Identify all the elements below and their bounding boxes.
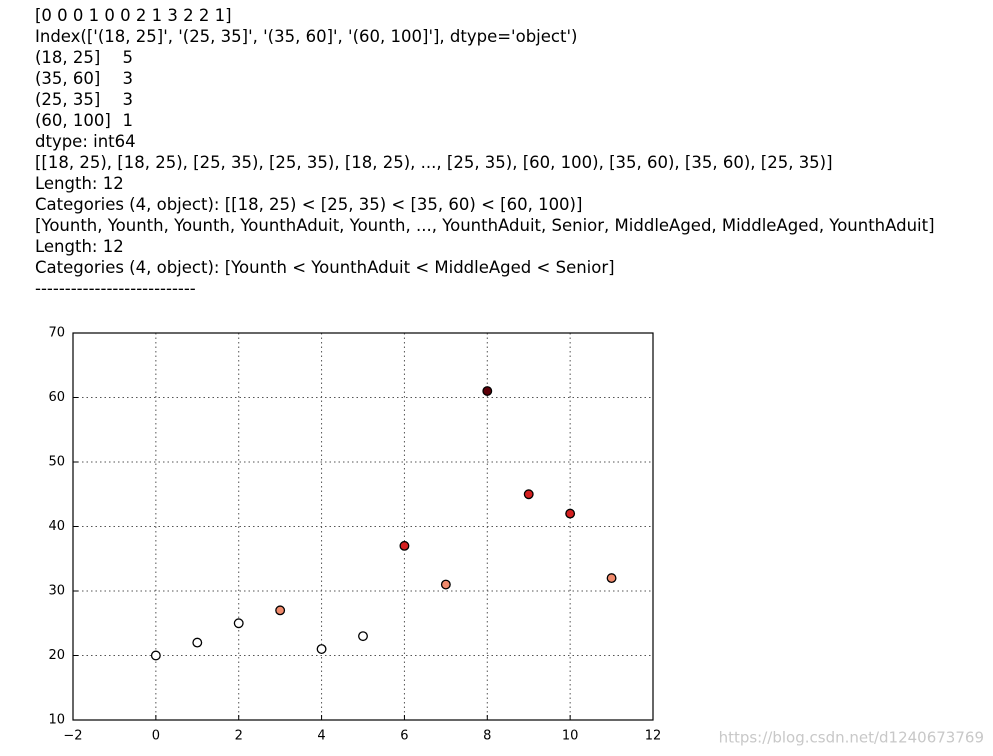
watermark: https://blog.csdn.net/d1240673769 [719,729,984,747]
point [482,386,493,397]
y-tick-label: 50 [48,455,65,470]
y-tick-label: 30 [48,584,65,599]
plot-frame [72,332,654,721]
console-text: Length: 12 [35,237,124,256]
console-text: Length: 12 [35,174,124,193]
point [358,631,368,642]
console-text: [0 0 0 1 0 0 2 1 3 2 2 1] [35,6,232,25]
value-count-label: (18, 25] [35,48,101,67]
console-text: dtype: int64 [35,132,136,151]
console-line: Categories (4, object): [Younth < Younth… [35,257,935,278]
point [192,637,203,648]
console-text: Index(['(18, 25]', '(25, 35]', '(35, 60]… [35,27,578,46]
value-count-row: (25, 35] 3 [35,89,935,110]
console-line: --------------------------- [35,278,935,299]
y-tick-label: 40 [48,519,65,534]
value-count: 3 [122,90,134,109]
x-tick-label: 0 [152,729,160,744]
point [399,540,410,551]
value-count-row: (18, 25] 5 [35,47,935,68]
point [523,489,534,500]
point [275,605,286,616]
value-count-row: (35, 60] 3 [35,68,935,89]
point [606,573,617,584]
value-count-label: (25, 35] [35,90,101,109]
console-text: Categories (4, object): [[18, 25) < [25,… [35,195,583,214]
console-text: [Younth, Younth, Younth, YounthAduit, Yo… [35,216,935,235]
x-tick-label: 6 [400,729,408,744]
console-line: Length: 12 [35,236,935,257]
y-tick-label: 20 [48,648,65,663]
console-line: Categories (4, object): [[18, 25) < [25,… [35,194,935,215]
value-count-row: (60, 100] 1 [35,110,935,131]
x-tick-label: 12 [645,729,662,744]
console-line: Index(['(18, 25]', '(25, 35]', '(35, 60]… [35,26,935,47]
point [316,644,327,655]
x-tick-label: 2 [235,729,243,744]
console-line: [0 0 0 1 0 0 2 1 3 2 2 1] [35,5,935,26]
point [440,579,451,590]
console-line: dtype: int64 [35,131,935,152]
console-text: --------------------------- [35,279,196,298]
y-tick-label: 10 [48,713,65,728]
y-tick-label: 70 [48,326,65,341]
console-line: [[18, 25), [18, 25), [25, 35), [25, 35),… [35,152,935,173]
console-text: [[18, 25), [18, 25), [25, 35), [25, 35),… [35,153,833,172]
value-count-label: (60, 100] [35,111,111,130]
x-tick-label: 4 [317,729,325,744]
x-tick-label: 8 [483,729,491,744]
point [565,508,576,519]
value-count-label: (35, 60] [35,69,101,88]
console-text: Categories (4, object): [Younth < Younth… [35,258,615,277]
x-tick-label: 10 [562,729,579,744]
point [150,650,161,661]
console-line: Length: 12 [35,173,935,194]
x-tick-label: −2 [63,729,82,744]
value-count: 3 [122,69,134,88]
console-line: [Younth, Younth, Younth, YounthAduit, Yo… [35,215,935,236]
value-count: 1 [122,111,134,130]
point [233,618,244,629]
console-output: [0 0 0 1 0 0 2 1 3 2 2 1] Index(['(18, 25… [35,5,935,299]
y-tick-label: 60 [48,390,65,405]
value-count: 5 [122,48,134,67]
